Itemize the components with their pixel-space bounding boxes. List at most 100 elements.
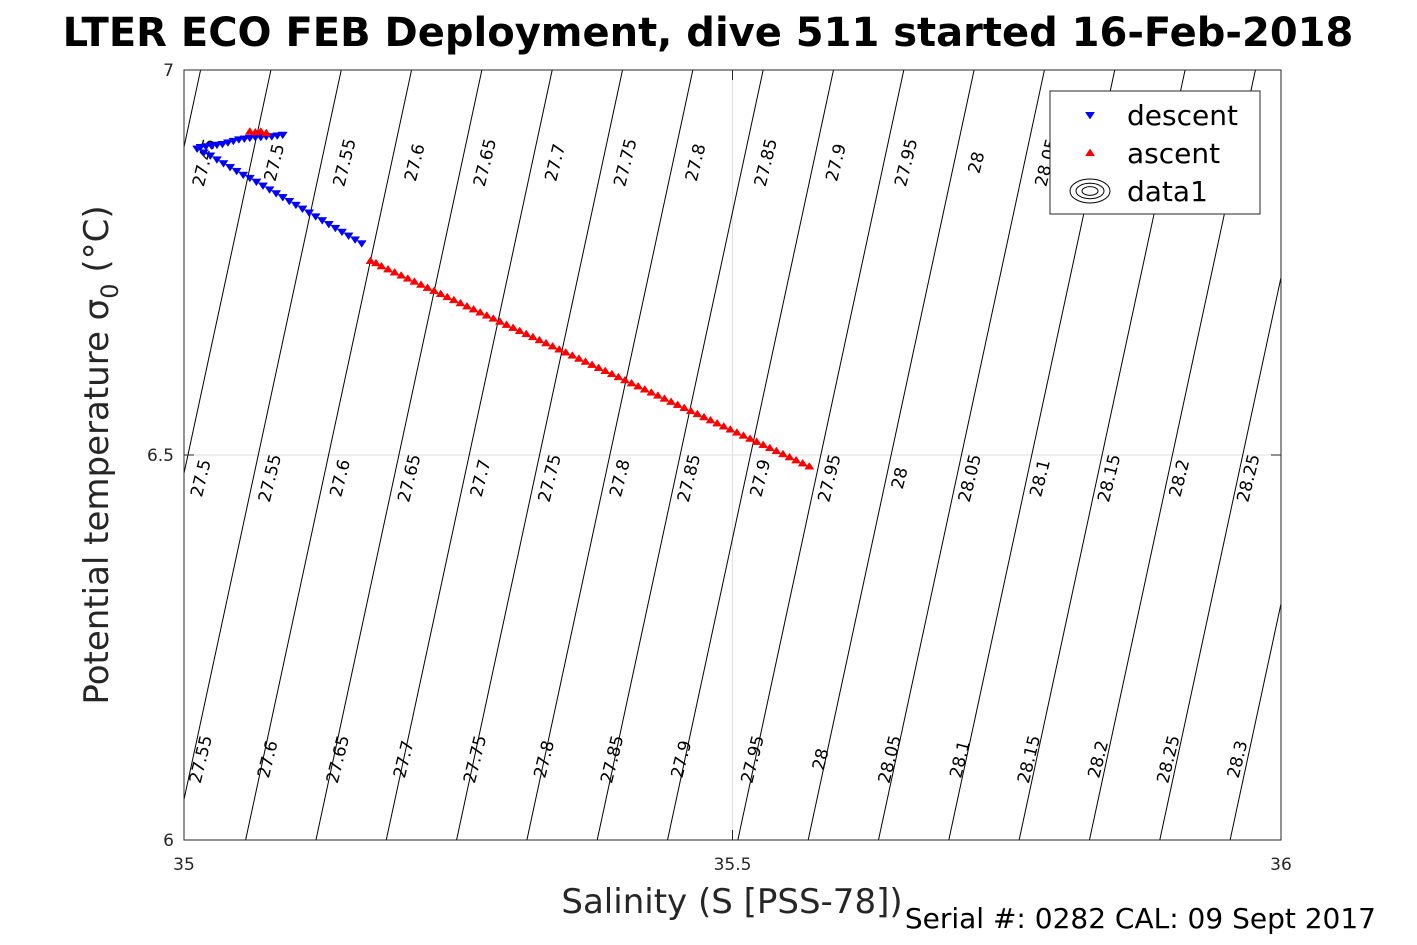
descent-point [231,167,242,176]
ascent-point [626,378,637,387]
y-axis-label: Potential temperature σ0 (°C) [77,205,124,704]
descent-point [251,178,262,187]
y-axis-label-unit: (°C) [77,205,117,283]
x-tick-label: 35 [173,855,195,875]
ascent-point [508,323,519,331]
ascent-point [554,345,565,353]
ascent-point [567,351,578,359]
descent-point [304,209,315,217]
ascent-point [415,280,426,288]
ascent-point [244,127,255,135]
isopycnal-line [456,70,624,840]
ascent-point [547,341,558,350]
ascent-point [593,363,604,371]
legend-marker-descent [1085,112,1095,120]
isopycnal-line [877,70,1045,840]
ascent-point [692,409,703,418]
ascent-point [448,295,459,304]
ascent-point [383,264,394,273]
ascent-point [429,286,440,294]
isopycnal-line [667,70,834,840]
ascent-point [573,354,584,362]
ascent-point [494,317,505,325]
legend-label: descent [1127,99,1238,132]
ascent-point [666,397,677,405]
ascent-point [521,329,532,338]
legend-box [1049,90,1261,215]
ascent-point [409,277,420,285]
isopycnal-line [1159,275,1281,840]
descent-point [264,186,275,194]
ascent-point [606,369,617,378]
ascent-point [725,425,736,433]
descent-point [356,240,367,248]
ascent-point [475,308,486,316]
ascent-point [718,422,729,430]
ascent-point [771,446,782,455]
ascent-point [639,385,650,393]
ascent-point [652,391,663,399]
data-series [192,127,815,470]
isopycnal-line [526,70,694,840]
legend-contour-swatch [1081,186,1099,196]
descent-point [258,182,268,191]
legend-entry-ascent: ascent [1085,137,1220,170]
ascent-point [481,311,492,319]
ascent-point [731,428,742,436]
ascent-point [396,271,407,279]
ascent-point [501,320,512,328]
legend: descent ascent data1 [1049,90,1261,215]
ascent-point [804,462,815,470]
ascent-point [376,261,387,270]
ascent-point [442,292,453,301]
ascent-point [738,431,749,439]
ascent-point [797,458,808,467]
ascent-point [462,301,472,310]
ascent-point [620,375,630,384]
ascent-point [468,304,479,313]
descent-point [211,156,222,164]
isopycnal-line [385,70,553,840]
ascent-point [758,440,769,448]
legend-entry-data1: data1 [1069,175,1208,208]
ascent-point [777,449,788,458]
descent-point [277,194,288,202]
legend-entry-descent: descent [1085,99,1238,132]
x-axis-label: Salinity (S [PSS-78]) [561,882,902,922]
ascent-point [751,437,762,445]
legend-label: data1 [1127,175,1208,208]
legend-items: descent ascent data1 [1069,99,1238,208]
descent-point [310,213,321,221]
descent-point [290,201,301,210]
ascent-point [541,338,551,347]
ascent-point [261,128,272,137]
ascent-point [764,443,775,452]
descent-point [323,221,334,229]
y-tick-label: 6 [163,831,174,851]
ascent-point [435,289,446,298]
descent-point [350,236,361,244]
ascent-point [685,406,696,415]
isopycnal-line [1229,601,1281,840]
ascent-point [371,258,381,267]
ascent-point [365,256,376,264]
ascent-point [745,434,756,442]
ascent-point [600,366,611,375]
descent-point [337,228,347,237]
descent-point [330,224,341,233]
isopycnal-line [245,70,413,840]
x-tick-label: 35.5 [714,855,752,875]
x-tick-label: 36 [1270,855,1292,875]
isopycnal-line [596,70,764,840]
y-axis-label-main: Potential temperature σ [77,299,117,705]
isopycnal-line [315,70,483,840]
descent-point [284,197,295,206]
descent-point [343,232,354,241]
y-axis-label-subscript: 0 [96,283,124,298]
series-ascent [244,127,815,470]
descent-point [244,174,255,183]
ascent-point [255,127,266,135]
ascent-point [633,381,644,390]
series-descent [192,131,367,248]
